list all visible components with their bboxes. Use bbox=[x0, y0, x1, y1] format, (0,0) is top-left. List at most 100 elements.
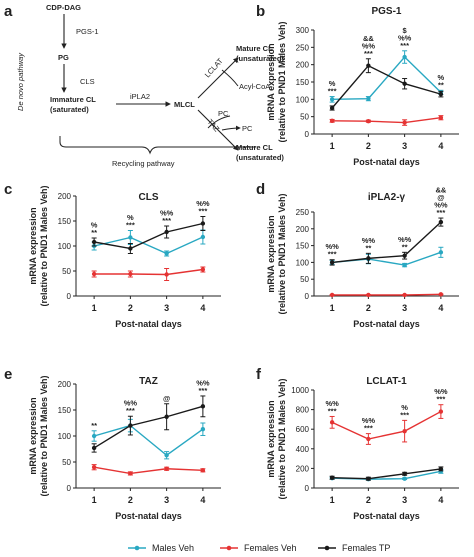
lclat-enzyme-label: LCLAT bbox=[203, 56, 225, 79]
mature-cl-bottom-unsaturated-label: (unsaturated) bbox=[236, 153, 284, 162]
x-tick-label: 1 bbox=[330, 495, 335, 505]
y-tick-label: 200 bbox=[58, 380, 72, 389]
x-tick-label: 3 bbox=[402, 303, 407, 313]
y-tick-label: 150 bbox=[296, 242, 310, 251]
mature-cl-top-unsaturated-label: (unsaturated) bbox=[236, 54, 284, 63]
x-tick-label: 3 bbox=[164, 303, 169, 313]
significance-mark: % bbox=[91, 221, 98, 230]
data-point bbox=[164, 414, 169, 419]
significance-mark: @ bbox=[163, 394, 170, 403]
significance-mark: %% bbox=[325, 242, 339, 251]
legend-label-females-tp: Females TP bbox=[342, 543, 390, 553]
data-point bbox=[200, 234, 206, 240]
acyl-coa-label: Acyl-CoA bbox=[239, 82, 270, 91]
panel-label-a: a bbox=[4, 3, 13, 20]
chart-title: iPLA2-γ bbox=[368, 192, 406, 203]
x-tick-label: 1 bbox=[92, 495, 97, 505]
y-axis-label: mRNA expression bbox=[28, 207, 38, 284]
data-point bbox=[366, 292, 371, 298]
data-point bbox=[128, 471, 133, 476]
data-point bbox=[402, 262, 407, 268]
y-axis-label-secondary: (relative to PND1 Males Veh) bbox=[39, 375, 49, 496]
significance-mark: % bbox=[401, 403, 408, 412]
data-point bbox=[402, 428, 407, 434]
x-axis-label: Post-natal days bbox=[353, 511, 420, 521]
data-point bbox=[438, 219, 444, 225]
series-males-veh bbox=[329, 50, 444, 103]
data-point bbox=[438, 250, 444, 255]
significance-mark: %% bbox=[362, 41, 376, 50]
y-axis-label: mRNA expression bbox=[266, 43, 276, 120]
y-tick-label: 200 bbox=[296, 464, 310, 473]
series-females-veh bbox=[329, 115, 444, 126]
significance-mark: ** bbox=[438, 80, 444, 89]
y-tick-label: 1000 bbox=[291, 386, 309, 395]
significance-mark: ** bbox=[91, 228, 97, 237]
data-point bbox=[329, 292, 335, 298]
significance-mark: *** bbox=[198, 386, 207, 395]
y-axis-label-secondary: (relative to PND1 Males Veh) bbox=[277, 21, 287, 142]
significance-mark: *** bbox=[436, 395, 445, 404]
panel-label-f: f bbox=[256, 366, 262, 383]
pgs1-enzyme-label: PGS-1 bbox=[76, 27, 99, 36]
series-line bbox=[332, 251, 442, 266]
immature-cl-label: Immature CL bbox=[50, 95, 96, 104]
y-tick-label: 0 bbox=[67, 484, 72, 493]
data-point bbox=[91, 465, 97, 470]
chart-title: CLS bbox=[139, 192, 159, 203]
data-point bbox=[91, 445, 97, 451]
y-tick-label: 150 bbox=[58, 406, 72, 415]
significance-mark: ** bbox=[365, 243, 371, 252]
significance-mark: %% bbox=[160, 209, 174, 218]
data-point bbox=[329, 260, 335, 265]
y-tick-label: 150 bbox=[296, 78, 310, 87]
y-axis-label: mRNA expression bbox=[266, 215, 276, 292]
data-point bbox=[402, 253, 407, 258]
y-tick-label: 150 bbox=[58, 217, 72, 226]
data-point bbox=[366, 63, 371, 68]
y-tick-label: 400 bbox=[296, 445, 310, 454]
series-line bbox=[331, 64, 442, 109]
significance-mark: *** bbox=[328, 406, 337, 415]
y-tick-label: 200 bbox=[296, 225, 310, 234]
x-tick-label: 2 bbox=[128, 495, 133, 505]
y-tick-label: 50 bbox=[300, 275, 309, 284]
series-line bbox=[93, 236, 204, 255]
y-tick-label: 600 bbox=[296, 425, 310, 434]
panel-label-d: d bbox=[256, 181, 265, 198]
series-females-tp bbox=[329, 217, 444, 266]
cdp-dag-label: CDP-DAG bbox=[46, 3, 81, 12]
data-point bbox=[402, 54, 407, 60]
significance-mark: %% bbox=[398, 235, 412, 244]
y-tick-label: 250 bbox=[296, 208, 310, 217]
significance-mark: %% bbox=[362, 236, 376, 245]
significance-mark: ** bbox=[91, 421, 97, 430]
y-axis-label-secondary: (relative to PND1 Males Veh) bbox=[277, 378, 287, 499]
legend-label-females-veh: Females Veh bbox=[244, 543, 297, 553]
y-tick-label: 50 bbox=[62, 458, 71, 467]
significance-mark: %% bbox=[196, 199, 210, 208]
acyl-coa-curve bbox=[221, 69, 239, 87]
data-point bbox=[128, 246, 133, 251]
series-line bbox=[94, 222, 204, 250]
y-axis-label-secondary: (relative to PND1 Males Veh) bbox=[277, 193, 287, 314]
series-line bbox=[332, 221, 442, 264]
data-point bbox=[438, 91, 444, 97]
pc-out-label: PC bbox=[242, 124, 253, 133]
significance-mark: *** bbox=[126, 221, 135, 230]
series-line bbox=[332, 56, 442, 101]
significance-mark: % bbox=[127, 213, 134, 222]
series-line bbox=[332, 468, 441, 480]
data-point bbox=[329, 420, 335, 425]
x-tick-label: 3 bbox=[164, 495, 169, 505]
mlcl-to-mature-cl-taz-arrow bbox=[197, 109, 239, 151]
de-novo-pathway-label: De novo pathway bbox=[16, 52, 25, 111]
x-tick-label: 1 bbox=[92, 303, 97, 313]
panel-label-e: e bbox=[4, 366, 12, 383]
pg-label: PG bbox=[58, 53, 69, 62]
chart-panel-e: e TAZ 0 50 100 150 200 1 2 3 4 Post-natal days mRNA … bbox=[4, 366, 221, 521]
chart-title: LCLAT-1 bbox=[366, 376, 407, 387]
data-point bbox=[91, 433, 97, 439]
x-tick-label: 2 bbox=[366, 141, 371, 151]
x-axis-label: Post-natal days bbox=[115, 511, 182, 521]
